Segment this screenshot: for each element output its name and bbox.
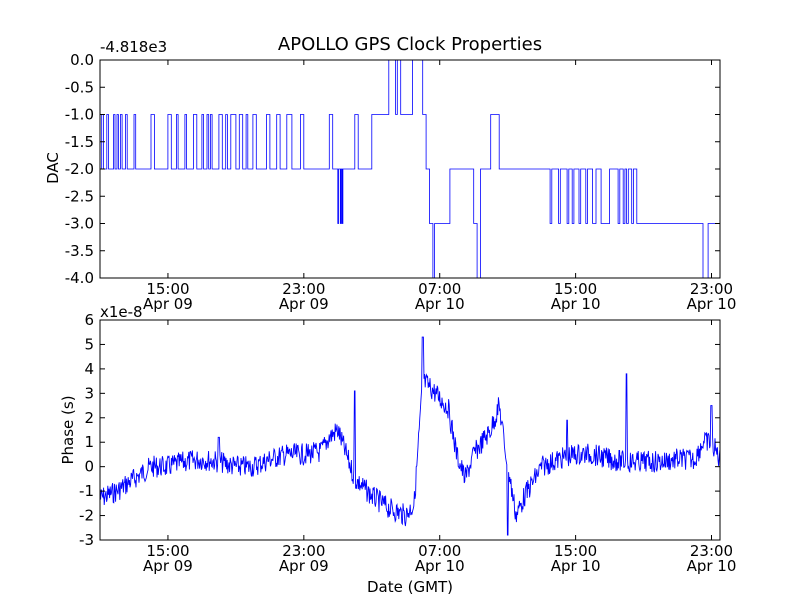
dac-xtick-date-label: Apr 10	[687, 295, 737, 313]
phase-axis-label: Phase (s)	[59, 395, 77, 464]
phase-xtick-time-label: 23:00	[282, 542, 325, 560]
phase-ytick-label: 0	[84, 458, 94, 476]
phase-ytick-label: -1	[79, 482, 94, 500]
phase-xtick-time-label: 07:00	[418, 542, 461, 560]
dac-xtick-date-label: Apr 10	[415, 295, 465, 313]
dac-ytick-label: -2.0	[65, 160, 94, 178]
dac-axes-frame	[99, 59, 721, 279]
dac-ytick-label: -3.0	[65, 215, 94, 233]
chart-title: APOLLO GPS Clock Properties	[278, 34, 542, 55]
dac-ytick-label: 0.0	[70, 51, 94, 69]
dac-offset-label: -4.818e3	[100, 38, 167, 56]
phase-ytick-label: 5	[84, 335, 94, 353]
phase-xtick-date-label: Apr 10	[551, 557, 601, 575]
phase-axes-frame	[99, 319, 721, 541]
dac-subplot: -4.818e3 DAC 0.0 -0.5 -1.0 -1.5 -2.0 -2.5 -3.0…	[44, 38, 736, 313]
phase-xtick-time-label: 15:00	[554, 542, 597, 560]
dac-series-line	[100, 60, 720, 278]
dac-xtick-time-label: 23:00	[282, 280, 325, 298]
dac-ytick-label: -0.5	[65, 78, 94, 96]
phase-ytick-label: 6	[84, 311, 94, 329]
phase-xtick-date-label: Apr 09	[143, 557, 193, 575]
dac-xtick-date-label: Apr 09	[143, 295, 193, 313]
phase-ytick-label: -3	[79, 531, 94, 549]
dac-xtick-time-label: 15:00	[554, 280, 597, 298]
phase-ytick-label: 1	[84, 433, 94, 451]
phase-xtick-time-label: 15:00	[146, 542, 189, 560]
dac-xtick-time-label: 23:00	[690, 280, 733, 298]
dac-ytick-label: -1.0	[65, 106, 94, 124]
phase-xtick-date-label: Apr 09	[279, 557, 329, 575]
dac-xtick-time-label: 15:00	[146, 280, 189, 298]
dac-xtick-date-label: Apr 10	[551, 295, 601, 313]
dac-xtick-date-label: Apr 09	[279, 295, 329, 313]
phase-xtick-time-label: 23:00	[690, 542, 733, 560]
phase-offset-label: x1e-8	[100, 303, 143, 321]
phase-ytick-label: -2	[79, 507, 94, 525]
x-axis-label: Date (GMT)	[367, 578, 453, 596]
dac-ytick-label: -3.5	[65, 242, 94, 260]
phase-xtick-date-label: Apr 10	[415, 557, 465, 575]
dac-axis-label: DAC	[44, 152, 62, 184]
dac-ytick-label: -1.5	[65, 133, 94, 151]
phase-xtick-date-label: Apr 10	[687, 557, 737, 575]
phase-series-line	[100, 336, 720, 536]
dac-ytick-label: -2.5	[65, 187, 94, 205]
phase-ytick-label: 3	[84, 384, 94, 402]
dac-ytick-label: -4.0	[65, 269, 94, 287]
dac-xtick-time-label: 07:00	[418, 280, 461, 298]
phase-ytick-label: 4	[84, 360, 94, 378]
phase-ytick-label: 2	[84, 409, 94, 427]
